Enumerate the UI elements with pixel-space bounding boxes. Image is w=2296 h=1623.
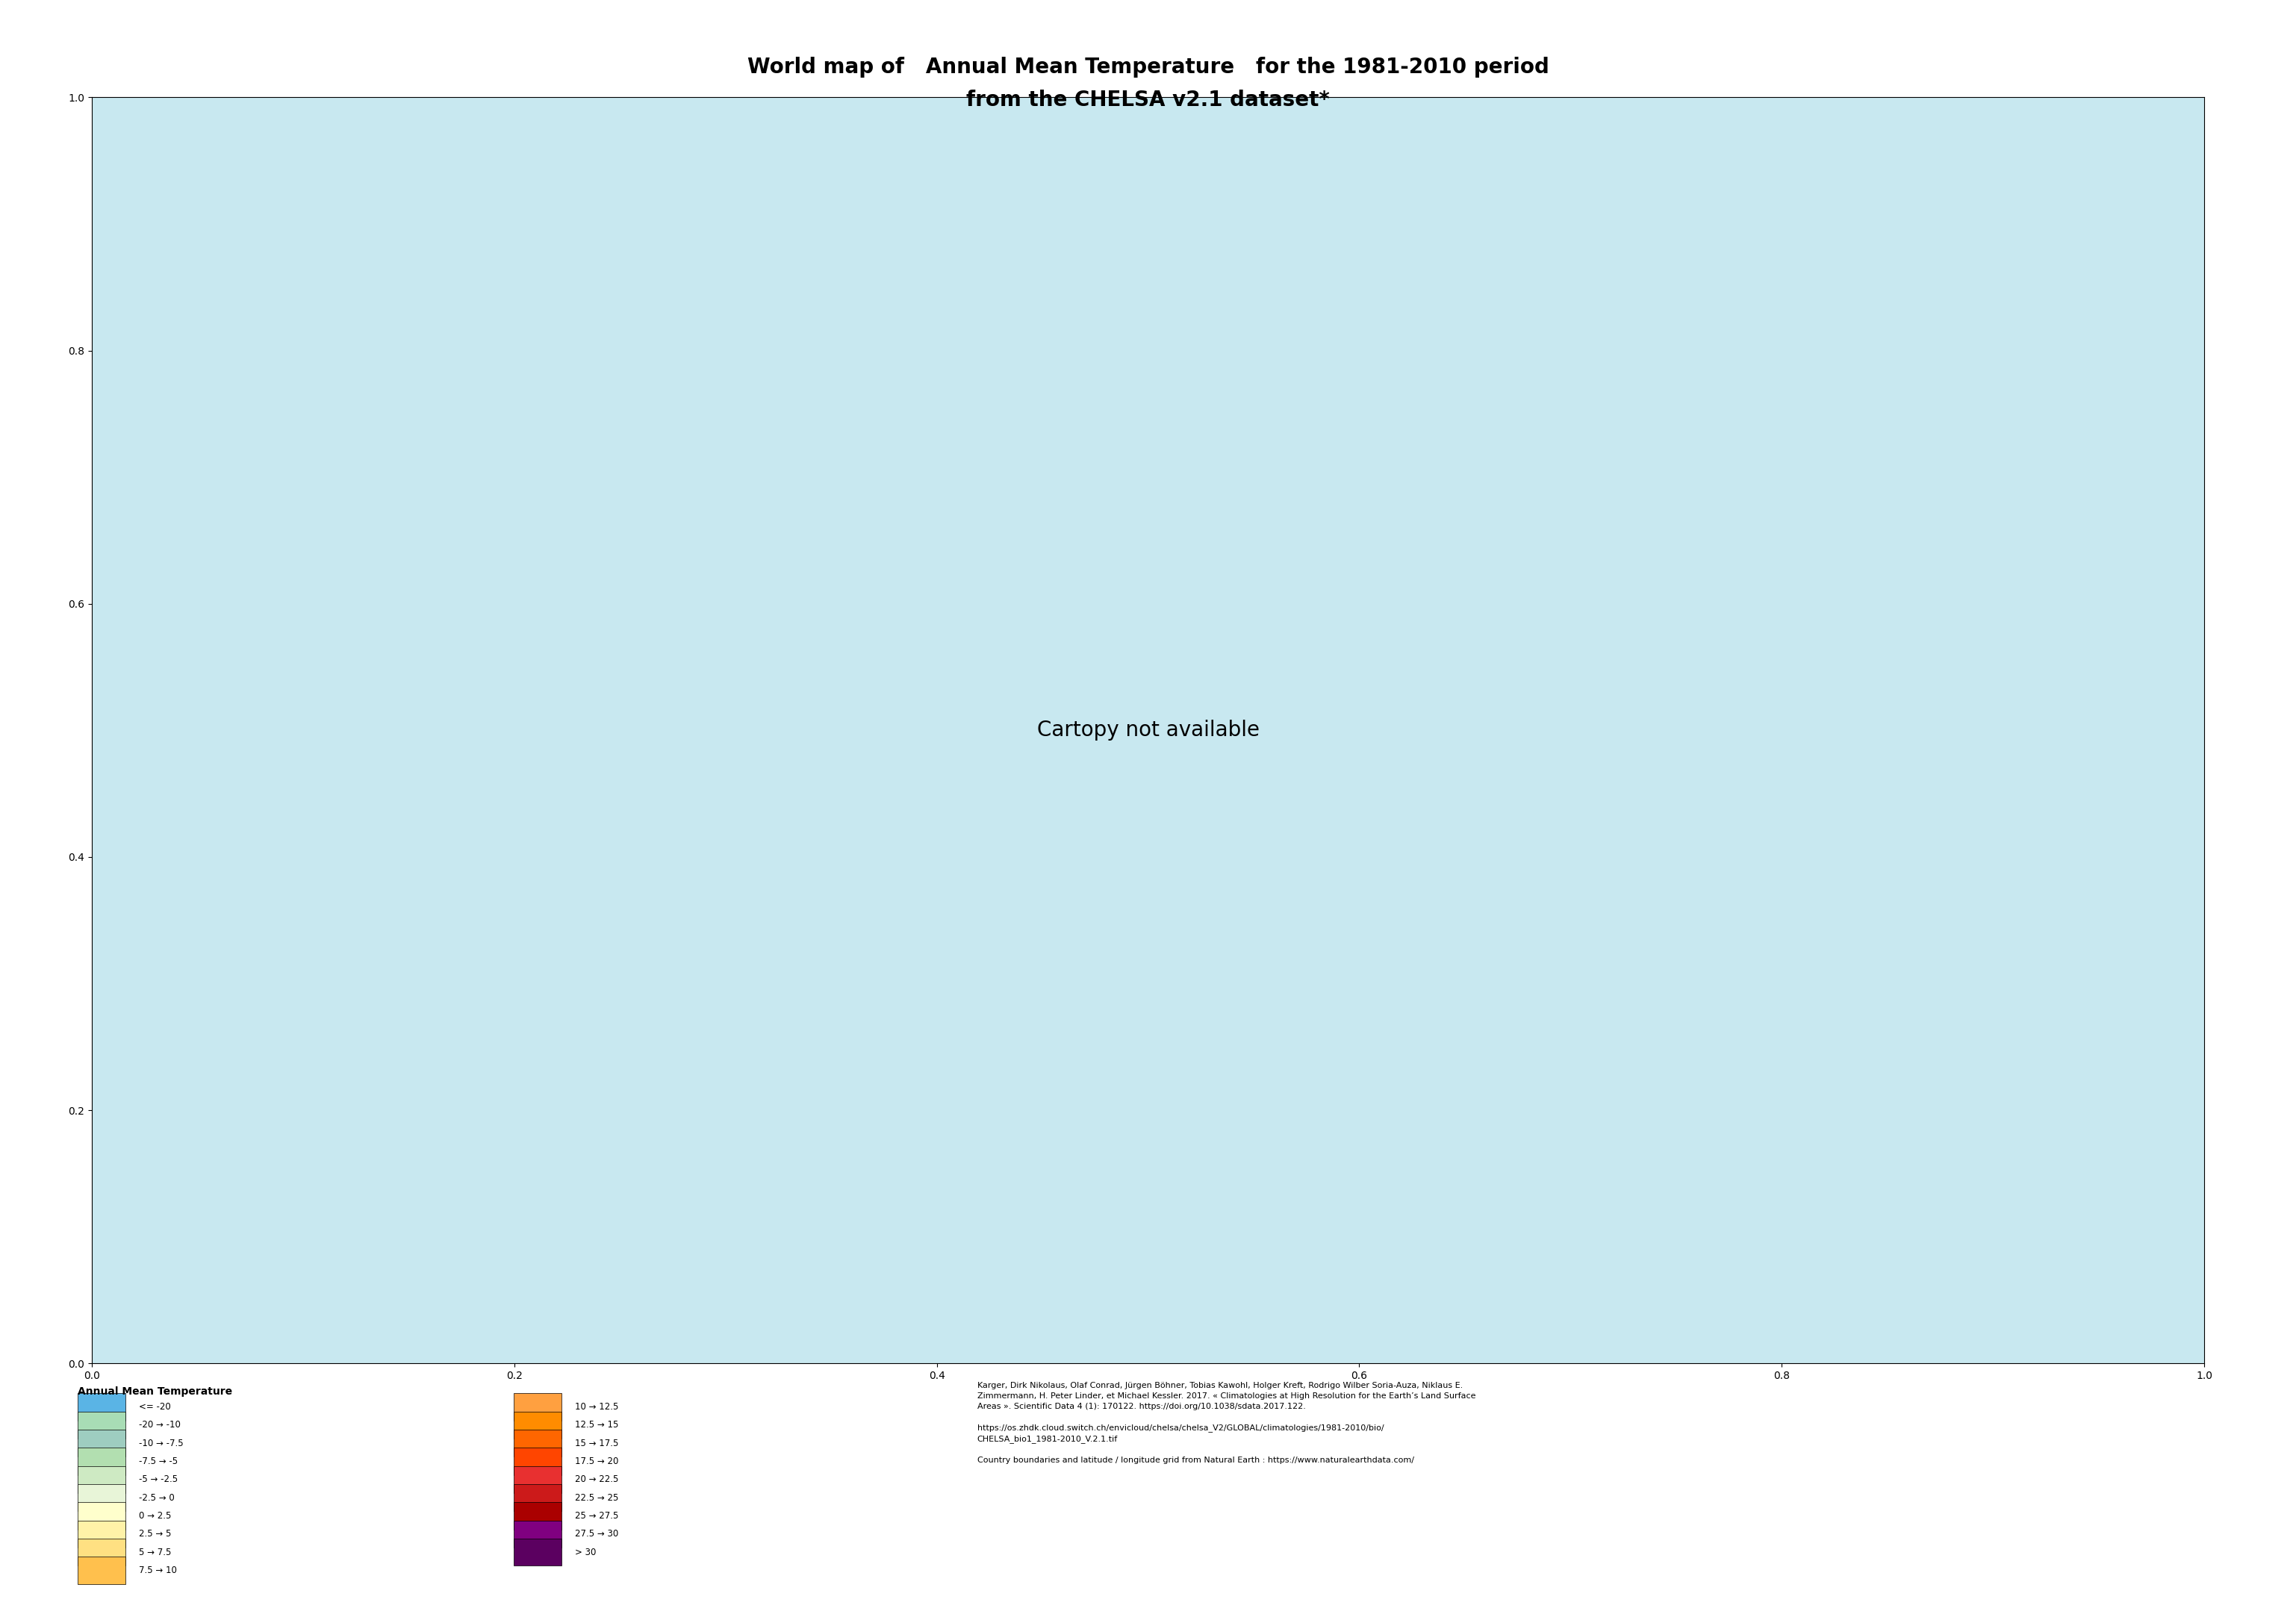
FancyBboxPatch shape	[514, 1430, 563, 1457]
Text: 25 → 27.5: 25 → 27.5	[574, 1511, 618, 1521]
FancyBboxPatch shape	[78, 1466, 126, 1493]
Text: -2.5 → 0: -2.5 → 0	[138, 1493, 174, 1503]
Text: 17.5 → 20: 17.5 → 20	[574, 1456, 618, 1466]
Text: -5 → -2.5: -5 → -2.5	[138, 1475, 177, 1485]
FancyBboxPatch shape	[78, 1430, 126, 1457]
FancyBboxPatch shape	[78, 1521, 126, 1548]
Text: Annual Mean Temperature: Annual Mean Temperature	[78, 1386, 232, 1397]
Text: 5 → 7.5: 5 → 7.5	[138, 1547, 172, 1556]
FancyBboxPatch shape	[514, 1521, 563, 1548]
Text: 22.5 → 25: 22.5 → 25	[574, 1493, 618, 1503]
FancyBboxPatch shape	[78, 1483, 126, 1511]
FancyBboxPatch shape	[78, 1448, 126, 1475]
FancyBboxPatch shape	[514, 1483, 563, 1511]
Text: -10 → -7.5: -10 → -7.5	[138, 1438, 184, 1448]
Text: 7.5 → 10: 7.5 → 10	[138, 1566, 177, 1576]
FancyBboxPatch shape	[514, 1412, 563, 1438]
Text: 2.5 → 5: 2.5 → 5	[138, 1529, 172, 1539]
Text: <= -20: <= -20	[138, 1402, 170, 1412]
Text: from the CHELSA v2.1 dataset*: from the CHELSA v2.1 dataset*	[967, 89, 1329, 110]
FancyBboxPatch shape	[78, 1556, 126, 1584]
FancyBboxPatch shape	[514, 1466, 563, 1493]
FancyBboxPatch shape	[514, 1393, 563, 1420]
Text: -20 → -10: -20 → -10	[138, 1420, 181, 1430]
FancyBboxPatch shape	[78, 1412, 126, 1438]
FancyBboxPatch shape	[514, 1503, 563, 1529]
Text: Karger, Dirk Nikolaus, Olaf Conrad, Jürgen Böhner, Tobias Kawohl, Holger Kreft, : Karger, Dirk Nikolaus, Olaf Conrad, Jürg…	[978, 1381, 1476, 1464]
Text: 12.5 → 15: 12.5 → 15	[574, 1420, 618, 1430]
FancyBboxPatch shape	[514, 1539, 563, 1566]
Text: 15 → 17.5: 15 → 17.5	[574, 1438, 618, 1448]
FancyBboxPatch shape	[78, 1503, 126, 1529]
FancyBboxPatch shape	[78, 1539, 126, 1566]
Text: 0 → 2.5: 0 → 2.5	[138, 1511, 172, 1521]
Text: 10 → 12.5: 10 → 12.5	[574, 1402, 618, 1412]
Text: 27.5 → 30: 27.5 → 30	[574, 1529, 618, 1539]
Text: World map of   Annual Mean Temperature   for the 1981-2010 period: World map of Annual Mean Temperature for…	[746, 57, 1550, 78]
Text: -7.5 → -5: -7.5 → -5	[138, 1456, 177, 1466]
FancyBboxPatch shape	[78, 1393, 126, 1420]
Text: 20 → 22.5: 20 → 22.5	[574, 1475, 618, 1485]
Text: Cartopy not available: Cartopy not available	[1038, 721, 1258, 740]
Text: > 30: > 30	[574, 1547, 597, 1556]
FancyBboxPatch shape	[514, 1448, 563, 1475]
